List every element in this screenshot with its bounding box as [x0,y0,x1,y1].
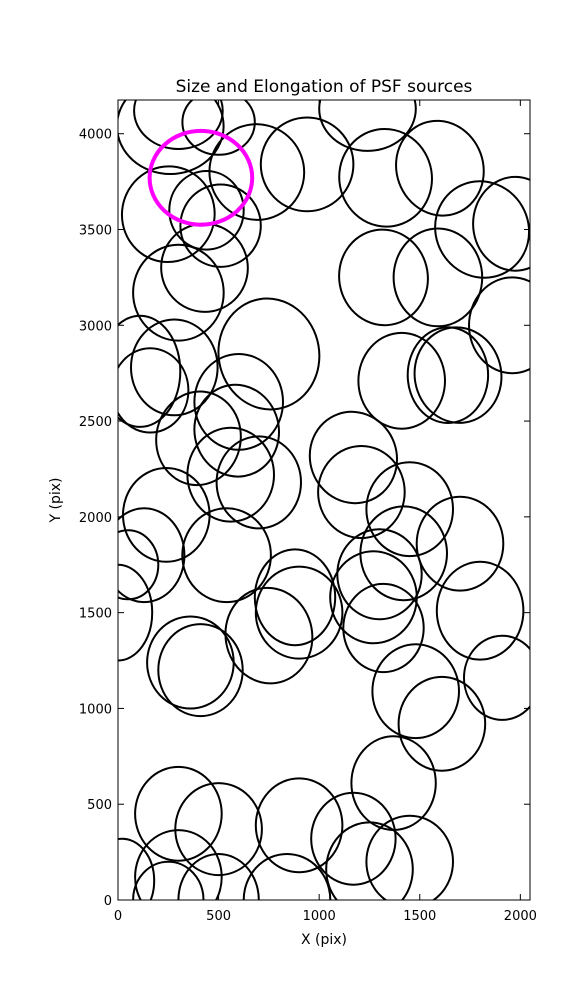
psf-source-ellipse [118,529,160,601]
psf-source-ellipse [179,183,262,268]
psf-source-ellipse [118,100,225,175]
psf-source-ellipse [325,821,414,900]
psf-source-ellipse [468,276,530,375]
psf-source-ellipse [318,100,417,152]
psf-source-ellipse [435,560,525,661]
psf-source-ellipse [224,586,314,685]
psf-source-ellipse [118,837,156,900]
psf-source-ellipse [177,853,260,900]
psf-source-ellipse [168,170,245,251]
psf-source-ellipse [118,507,186,604]
y-axis: 0 500 1000 1500 2000 2500 3000 3500 4000 [79,128,530,909]
psf-source-ellipse [434,180,530,279]
x-tick-label: 0 [114,909,122,924]
y-tick-label: 2000 [79,511,112,526]
psf-source-ellipse [329,550,418,645]
psf-source-ellipse [463,634,530,721]
psf-source-ellipse [174,782,263,877]
x-tick-label: 500 [206,909,231,924]
psf-source-ellipse [155,390,242,487]
psf-source-ellipse [308,410,399,505]
psf-source-ellipse [310,791,397,886]
psf-source-ellipse [208,123,306,221]
psf-source-ellipse [132,860,205,900]
psf-source-ellipse [317,445,406,539]
psf-source-ellipse [357,331,447,430]
psf-source-ellipse [134,765,223,862]
psf-source-ellipse [338,228,429,327]
y-tick-label: 1000 [79,702,112,717]
x-axis-label: X (pix) [301,932,347,948]
highlighted-psf-source [147,128,255,227]
psf-source-ellipse [146,615,235,710]
y-tick-label: 4000 [79,128,112,143]
y-tick-label: 1500 [79,607,112,622]
y-tick-label: 500 [87,798,112,813]
psf-source-ellipse [392,227,484,328]
x-axis: 0 500 1000 1500 2000 [114,100,537,924]
y-tick-label: 3500 [79,224,112,239]
psf-source-ellipse [371,643,461,740]
psf-source-ellipse [338,127,433,228]
plot-frame [117,99,531,901]
psf-source-ellipse [157,623,244,718]
psf-source-ellipse [193,383,281,478]
psf-source-ellipse [253,548,337,647]
psf-source-ellipse [342,582,425,674]
x-tick-label: 2000 [504,909,537,924]
psf-source-ellipse [181,100,256,156]
psf-source-ellipse [118,347,190,434]
psf-source-ellipse [365,461,455,558]
x-tick-label: 1500 [403,909,436,924]
psf-source-ellipse [397,675,487,772]
y-tick-label: 2500 [79,415,112,430]
psf-source-ellipse [254,777,344,874]
psf-source-ellipse [132,243,225,342]
x-tick-label: 1000 [303,909,336,924]
psf-source-ellipse [118,314,182,428]
psf-source-ellipse [472,175,530,272]
psf-source-ellipse [181,507,272,604]
y-axis-label: Y (pix) [48,478,64,524]
psf-source-ellipse [336,528,423,621]
psf-source-ellipse [130,318,219,417]
psf-source-ellipse [133,100,224,150]
psf-source-ellipse [415,495,505,592]
psf-source-ellipse [242,853,332,900]
psf-source-ellipse [406,326,490,425]
psf-source-ellipse [395,119,485,217]
psf-source-ellipse [217,297,321,411]
psf-source-ellipse [259,116,355,213]
psf-source-ellipse [365,814,454,900]
psf-source-ellipse [134,829,223,900]
psf-source-ellipse [254,565,344,660]
y-tick-label: 3000 [79,319,112,334]
psf-source-ellipse [215,435,302,530]
y-tick-label: 0 [104,894,112,909]
psf-source-ellipses [118,100,530,900]
psf-source-ellipse [413,326,503,424]
chart-title: Size and Elongation of PSF sources [176,77,473,97]
